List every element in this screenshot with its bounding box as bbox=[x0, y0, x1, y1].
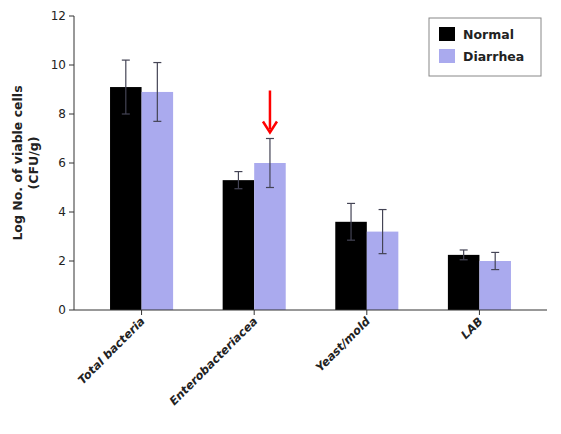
error-line bbox=[495, 252, 496, 269]
error-bar bbox=[122, 60, 130, 114]
error-cap bbox=[234, 171, 242, 172]
error-line bbox=[269, 139, 270, 188]
error-line bbox=[350, 203, 351, 240]
y-tick bbox=[69, 114, 74, 115]
error-line bbox=[157, 63, 158, 122]
x-tick bbox=[254, 310, 255, 315]
y-axis-label-line: (CFU/g) bbox=[26, 137, 41, 190]
error-cap bbox=[234, 188, 242, 189]
legend-box bbox=[429, 18, 541, 76]
y-tick bbox=[69, 261, 74, 262]
x-tick bbox=[366, 310, 367, 315]
x-tick bbox=[479, 310, 480, 315]
legend: Normal Diarrhea bbox=[429, 18, 541, 76]
y-tick bbox=[69, 310, 74, 311]
error-cap bbox=[491, 269, 499, 270]
y-tick bbox=[69, 65, 74, 66]
error-cap bbox=[122, 113, 130, 114]
error-line bbox=[125, 60, 126, 114]
error-cap bbox=[491, 252, 499, 253]
bar bbox=[142, 92, 174, 310]
error-cap bbox=[153, 121, 161, 122]
error-cap bbox=[379, 209, 387, 210]
bar bbox=[223, 180, 255, 310]
legend-swatch bbox=[439, 27, 455, 41]
y-axis-label: Log No. of viable cells(CFU/g) bbox=[10, 85, 41, 240]
error-cap bbox=[266, 138, 274, 139]
error-cap bbox=[347, 240, 355, 241]
y-tick-label: 6 bbox=[58, 156, 66, 170]
error-bar bbox=[347, 203, 355, 240]
error-cap bbox=[347, 203, 355, 204]
chart-container: 0 2 4 6 8 10 12 Total bacteriaEnterobacteriacea… bbox=[0, 0, 561, 434]
y-axis-label-line: Log No. of viable cells bbox=[10, 85, 25, 240]
error-bar bbox=[153, 63, 161, 122]
error-cap bbox=[379, 253, 387, 254]
x-axis-line bbox=[74, 310, 547, 311]
y-tick-label: 2 bbox=[58, 254, 66, 268]
y-tick bbox=[69, 163, 74, 164]
y-tick bbox=[69, 16, 74, 17]
arrow-shaft bbox=[269, 91, 272, 130]
arrow-annotation bbox=[263, 91, 277, 133]
y-tick-label: 4 bbox=[58, 205, 66, 219]
y-tick-label: 10 bbox=[51, 58, 66, 72]
bar bbox=[110, 87, 142, 310]
error-cap bbox=[122, 59, 130, 60]
error-cap bbox=[153, 62, 161, 63]
legend-label: Diarrhea bbox=[463, 49, 524, 64]
error-line bbox=[382, 210, 383, 254]
error-line bbox=[238, 172, 239, 189]
y-tick bbox=[69, 212, 74, 213]
chart: 0 2 4 6 8 10 12 Total bacteriaEnterobacteriacea… bbox=[0, 0, 561, 434]
error-line bbox=[463, 250, 464, 260]
x-tick bbox=[141, 310, 142, 315]
bar bbox=[448, 255, 480, 310]
error-bar bbox=[491, 252, 499, 269]
error-cap bbox=[460, 259, 468, 260]
x-tick-label: Enterobacteriacea bbox=[166, 314, 260, 408]
error-bar bbox=[460, 250, 468, 260]
error-cap bbox=[266, 187, 274, 188]
arrow-head bbox=[263, 122, 277, 133]
x-tick-label: Yeast/mold bbox=[313, 314, 374, 375]
error-bar bbox=[234, 172, 242, 189]
error-cap bbox=[460, 249, 468, 250]
x-tick-label: LAB bbox=[458, 314, 486, 342]
legend-label: Normal bbox=[463, 27, 514, 42]
y-tick-label: 0 bbox=[58, 303, 66, 317]
y-tick-label: 8 bbox=[58, 107, 66, 121]
legend-swatch bbox=[439, 49, 455, 63]
error-bar bbox=[379, 210, 387, 254]
plot-area bbox=[110, 60, 511, 310]
y-tick-label: 12 bbox=[51, 9, 66, 23]
x-tick-label: Total bacteria bbox=[75, 314, 148, 387]
error-bar bbox=[266, 139, 274, 188]
